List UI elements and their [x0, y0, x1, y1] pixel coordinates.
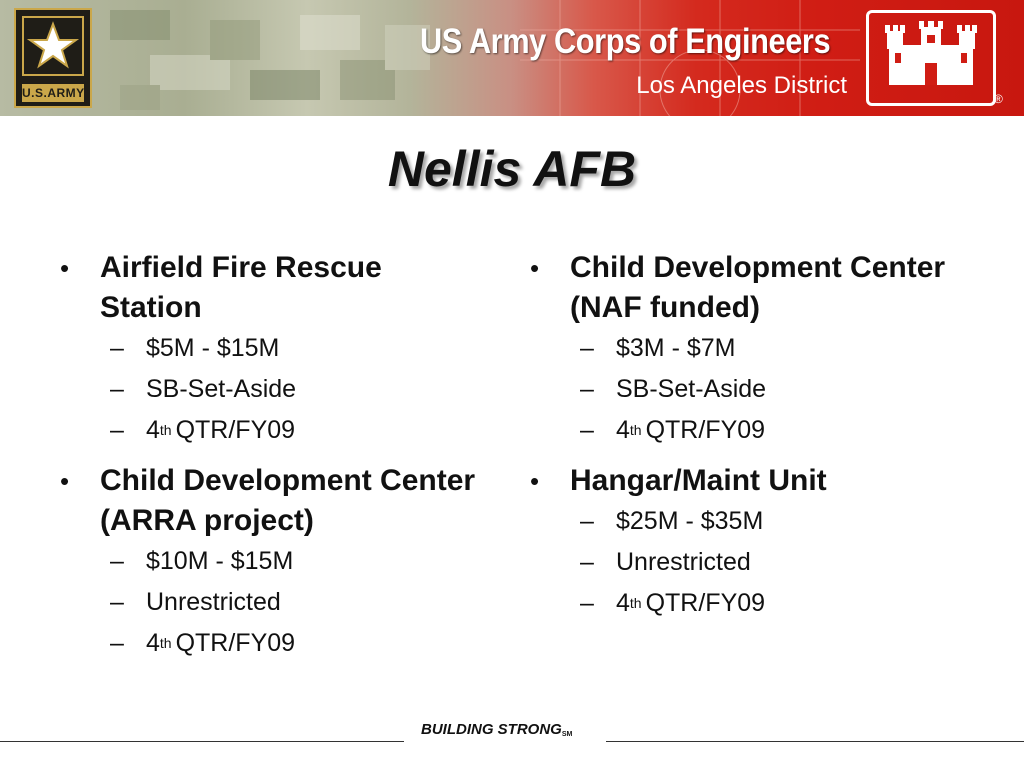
project-cost: – $10M - $15M [110, 547, 294, 575]
project-cost: – $5M - $15M [110, 334, 280, 362]
bullet: • [60, 253, 70, 283]
army-logo-text: U.S.ARMY [22, 84, 85, 102]
project-item: • Hangar/Maint Unit – $25M - $35M – Unrest… [530, 461, 970, 624]
footer-slogan: BUILDING STRONGSM [421, 721, 573, 738]
project-title: Child Development Center (ARRA project) [100, 464, 476, 537]
project-cost: – $25M - $35M [580, 507, 764, 535]
slide-title: Nellis AFB [387, 141, 637, 197]
project-title: Airfield Fire Rescue Station [100, 251, 382, 324]
header-banner: U.S.ARMY US Army Corps of Engineers Los … [0, 0, 1024, 116]
service-mark: SM [561, 731, 573, 738]
project-setaside: – SB-Set-Aside [110, 375, 297, 403]
footer-rule-left [0, 741, 404, 742]
bullet: • [530, 466, 540, 496]
bullet: • [60, 466, 70, 496]
footer-rule-right [606, 741, 1024, 742]
camouflage-pattern [110, 0, 860, 116]
project-title: Hangar/Maint Unit [570, 464, 827, 497]
project-setaside: – Unrestricted [580, 548, 751, 576]
left-column: • Airfield Fire Rescue Station – $5M - $1… [60, 248, 480, 674]
organization-name: US Army Corps of Engineers [420, 22, 831, 61]
usace-castle-icon [866, 10, 996, 106]
right-column: • Child Development Center (NAF funded) … [530, 248, 970, 634]
army-star-icon [22, 16, 84, 76]
project-setaside: – SB-Set-Aside [580, 375, 767, 403]
project-cost: – $3M - $7M [580, 334, 736, 362]
registered-mark: ® [994, 92, 1003, 106]
project-item: • Child Development Center (ARRA project… [60, 461, 480, 664]
project-title: Child Development Center (NAF funded) [570, 251, 946, 324]
project-item: • Airfield Fire Rescue Station – $5M - $1… [60, 248, 480, 451]
district-name: Los Angeles District [636, 72, 847, 99]
project-item: • Child Development Center (NAF funded) … [530, 248, 970, 451]
project-setaside: – Unrestricted [110, 588, 281, 616]
us-army-logo: U.S.ARMY [14, 8, 92, 108]
bullet: • [530, 253, 540, 283]
